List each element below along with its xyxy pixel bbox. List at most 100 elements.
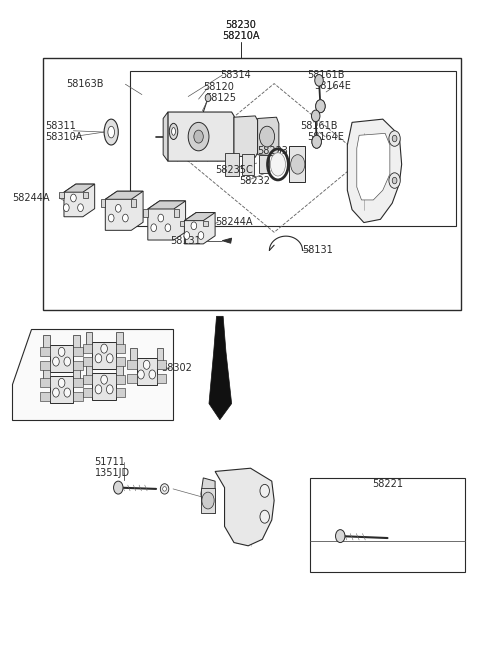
Circle shape bbox=[138, 370, 144, 379]
Circle shape bbox=[260, 126, 275, 147]
Polygon shape bbox=[209, 316, 232, 420]
Polygon shape bbox=[64, 184, 95, 216]
Circle shape bbox=[336, 529, 345, 542]
Polygon shape bbox=[83, 357, 92, 366]
Text: 58314: 58314 bbox=[220, 70, 251, 80]
Polygon shape bbox=[105, 191, 143, 200]
Circle shape bbox=[158, 214, 164, 222]
Polygon shape bbox=[241, 154, 254, 175]
Text: 58131: 58131 bbox=[170, 235, 201, 246]
Polygon shape bbox=[73, 366, 80, 383]
Text: 58235C: 58235C bbox=[215, 165, 253, 175]
Polygon shape bbox=[116, 344, 125, 353]
Polygon shape bbox=[148, 201, 186, 209]
Circle shape bbox=[312, 136, 322, 148]
Circle shape bbox=[64, 388, 71, 397]
Polygon shape bbox=[105, 191, 143, 230]
Circle shape bbox=[151, 224, 156, 231]
Polygon shape bbox=[50, 376, 73, 403]
Circle shape bbox=[198, 231, 204, 239]
Text: 58210A: 58210A bbox=[222, 31, 260, 41]
Text: 58125: 58125 bbox=[205, 93, 237, 103]
Circle shape bbox=[58, 378, 65, 387]
Text: 58244A: 58244A bbox=[215, 217, 252, 227]
Polygon shape bbox=[83, 344, 92, 353]
Polygon shape bbox=[43, 335, 50, 351]
Polygon shape bbox=[156, 374, 166, 383]
Text: 58230: 58230 bbox=[226, 20, 256, 31]
Polygon shape bbox=[127, 374, 137, 383]
Text: 58310A: 58310A bbox=[45, 132, 83, 141]
Text: 58244A: 58244A bbox=[12, 193, 50, 203]
Polygon shape bbox=[234, 116, 258, 157]
Text: 58230: 58230 bbox=[226, 20, 256, 31]
Circle shape bbox=[202, 492, 214, 509]
Polygon shape bbox=[40, 392, 50, 401]
Circle shape bbox=[114, 481, 123, 494]
Ellipse shape bbox=[270, 153, 286, 176]
Circle shape bbox=[53, 388, 59, 397]
Circle shape bbox=[78, 204, 84, 212]
Circle shape bbox=[389, 131, 400, 146]
Circle shape bbox=[53, 357, 59, 366]
Circle shape bbox=[58, 348, 65, 357]
Circle shape bbox=[144, 361, 150, 369]
Polygon shape bbox=[86, 332, 92, 348]
Polygon shape bbox=[174, 209, 179, 216]
Polygon shape bbox=[83, 192, 87, 198]
Polygon shape bbox=[73, 335, 80, 351]
Text: 58161B: 58161B bbox=[307, 70, 345, 80]
Polygon shape bbox=[184, 213, 215, 220]
Circle shape bbox=[107, 354, 113, 363]
Polygon shape bbox=[92, 372, 116, 400]
Text: 58164E: 58164E bbox=[314, 81, 351, 91]
Polygon shape bbox=[222, 238, 232, 243]
Polygon shape bbox=[348, 119, 402, 222]
Ellipse shape bbox=[160, 484, 169, 494]
Polygon shape bbox=[64, 184, 95, 192]
Polygon shape bbox=[92, 342, 116, 368]
Circle shape bbox=[184, 231, 190, 239]
Polygon shape bbox=[289, 146, 305, 183]
Polygon shape bbox=[357, 134, 390, 200]
Ellipse shape bbox=[163, 486, 167, 491]
Circle shape bbox=[191, 222, 197, 230]
Text: 58232: 58232 bbox=[239, 176, 270, 186]
Ellipse shape bbox=[169, 123, 178, 140]
Polygon shape bbox=[59, 192, 64, 198]
Circle shape bbox=[64, 357, 71, 366]
Text: 58221: 58221 bbox=[372, 479, 403, 490]
Polygon shape bbox=[86, 363, 92, 379]
Polygon shape bbox=[184, 213, 215, 244]
Circle shape bbox=[312, 110, 320, 122]
Polygon shape bbox=[201, 488, 215, 514]
Polygon shape bbox=[116, 389, 125, 398]
Ellipse shape bbox=[172, 128, 175, 136]
Circle shape bbox=[95, 385, 102, 394]
Circle shape bbox=[392, 136, 397, 141]
Text: 58164E: 58164E bbox=[307, 132, 344, 141]
Polygon shape bbox=[143, 209, 148, 216]
Circle shape bbox=[108, 214, 114, 222]
Polygon shape bbox=[215, 468, 274, 546]
Polygon shape bbox=[156, 348, 163, 364]
Circle shape bbox=[312, 136, 322, 148]
Polygon shape bbox=[204, 220, 208, 226]
Circle shape bbox=[316, 100, 325, 113]
Circle shape bbox=[205, 94, 211, 102]
Polygon shape bbox=[180, 220, 184, 226]
Circle shape bbox=[107, 385, 113, 394]
Polygon shape bbox=[116, 375, 125, 384]
Polygon shape bbox=[259, 155, 269, 173]
Polygon shape bbox=[83, 375, 92, 384]
Circle shape bbox=[101, 375, 108, 384]
Circle shape bbox=[315, 74, 323, 86]
Text: 58210A: 58210A bbox=[222, 31, 260, 41]
Polygon shape bbox=[40, 361, 50, 370]
Polygon shape bbox=[73, 361, 83, 370]
Polygon shape bbox=[201, 478, 215, 514]
Circle shape bbox=[291, 155, 305, 174]
Polygon shape bbox=[130, 348, 137, 364]
Polygon shape bbox=[116, 363, 122, 379]
Text: 58302: 58302 bbox=[161, 363, 192, 373]
